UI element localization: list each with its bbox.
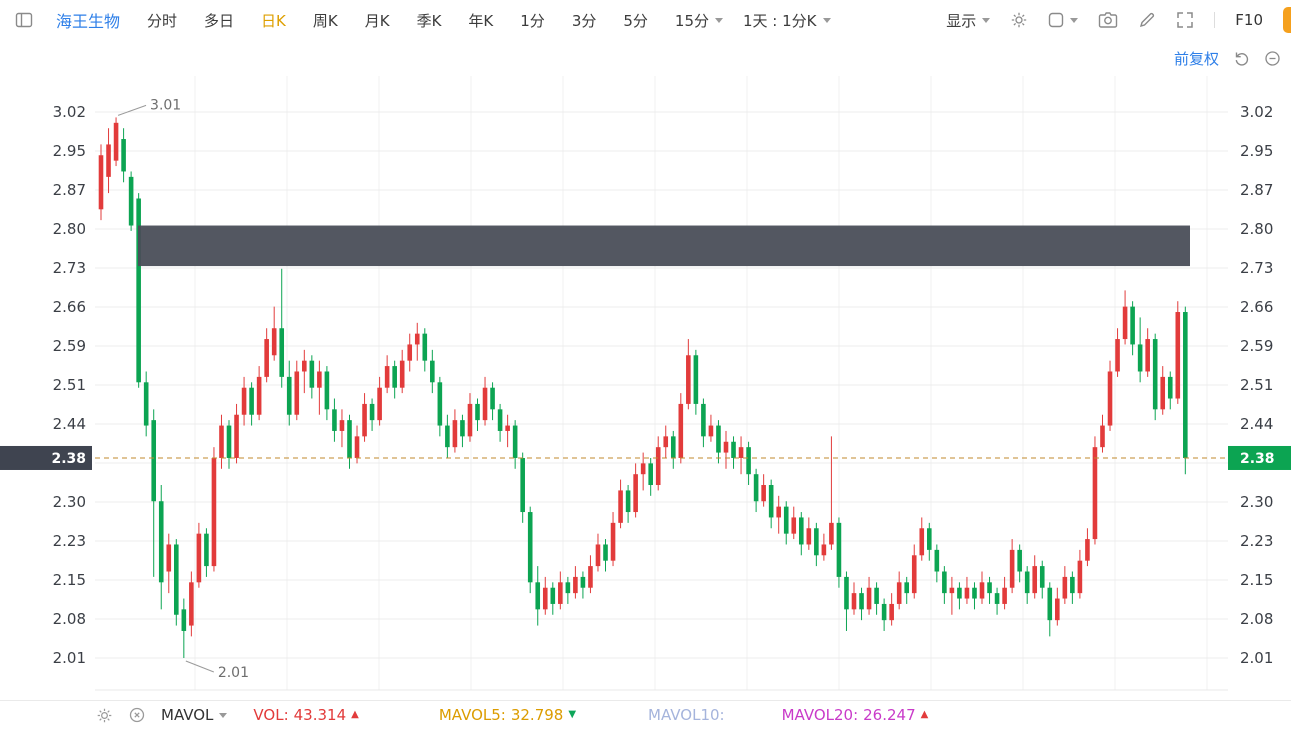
indicator-mavol5[interactable]: MAVOL5: 32.798 ▼ [439, 706, 576, 724]
chevron-down-icon[interactable] [715, 17, 723, 23]
svg-text:2.51: 2.51 [1240, 376, 1273, 394]
svg-text:2.51: 2.51 [53, 376, 86, 394]
fullscreen-expand-icon[interactable] [1176, 11, 1194, 29]
svg-text:2.66: 2.66 [53, 298, 86, 316]
interval-selector-label: 1天 : 1分K [743, 11, 817, 30]
svg-text:2.23: 2.23 [53, 532, 86, 550]
tab-yearly-k[interactable]: 年K [468, 11, 494, 30]
undo-icon[interactable] [1233, 50, 1250, 67]
indicator-settings-gear-icon[interactable] [96, 707, 113, 724]
tab-1min[interactable]: 1分 [520, 11, 545, 30]
settings-gear-icon[interactable] [1010, 11, 1028, 29]
indicator-selector[interactable]: MAVOL [161, 706, 214, 724]
down-triangle-icon: ▼ [568, 709, 577, 720]
svg-text:2.80: 2.80 [53, 220, 86, 238]
indicator-mavol20-label: MAVOL20: [781, 706, 859, 724]
indicator-mavol10-label: MAVOL10: [648, 706, 725, 724]
tab-5min[interactable]: 5分 [623, 11, 648, 30]
tab-intraday[interactable]: 分时 [147, 11, 178, 30]
svg-text:2.73: 2.73 [53, 259, 86, 277]
tab-quarterly-k[interactable]: 季K [416, 11, 442, 30]
tab-monthly-k[interactable]: 月K [364, 11, 390, 30]
svg-text:2.38: 2.38 [1240, 451, 1275, 467]
screenshot-camera-icon[interactable] [1098, 11, 1118, 29]
tab-weekly-k[interactable]: 周K [312, 11, 338, 30]
svg-text:2.66: 2.66 [1240, 298, 1273, 316]
kline-chart-area[interactable]: 3.02 3.02 2.95 2.95 2.87 2.87 2.80 2.80 2.73 2.73… [0, 40, 1291, 700]
display-selector-label: 显示 [946, 11, 977, 30]
chart-style-selector[interactable] [1048, 12, 1079, 28]
svg-text:2.38: 2.38 [51, 451, 86, 467]
chevron-down-icon [1070, 17, 1079, 23]
adjustment-controls: 前复权 [1174, 48, 1281, 69]
svg-text:2.87: 2.87 [53, 181, 86, 199]
svg-text:2.01: 2.01 [218, 665, 249, 681]
svg-text:2.59: 2.59 [1240, 337, 1273, 355]
indicator-vol-value: 43.314 [293, 706, 347, 724]
svg-text:2.73: 2.73 [1240, 259, 1273, 277]
chevron-down-icon [822, 17, 831, 23]
chevron-down-icon[interactable] [219, 712, 228, 718]
svg-text:3.02: 3.02 [53, 103, 86, 121]
svg-text:2.23: 2.23 [1240, 532, 1273, 550]
interval-selector[interactable]: 1天 : 1分K [743, 10, 831, 31]
svg-text:2.44: 2.44 [53, 415, 86, 433]
svg-text:2.08: 2.08 [53, 610, 86, 628]
svg-text:2.95: 2.95 [1240, 142, 1273, 160]
svg-text:2.30: 2.30 [1240, 493, 1273, 511]
indicator-mavol5-value: 32.798 [510, 706, 564, 724]
indicator-bar: MAVOL VOL: 43.314 ▲ MAVOL5: 32.798 ▼ MAV… [0, 700, 1291, 729]
svg-text:2.08: 2.08 [1240, 610, 1273, 628]
f10-button[interactable]: F10 [1235, 11, 1263, 29]
toolbar-right-group: 显示 F10 [946, 7, 1291, 33]
svg-text:2.87: 2.87 [1240, 181, 1273, 199]
svg-text:2.01: 2.01 [53, 649, 86, 667]
indicator-mavol20[interactable]: MAVOL20: 26.247 ▲ [782, 706, 929, 724]
indicator-mavol10[interactable]: MAVOL10: [648, 706, 730, 724]
indicator-vol[interactable]: VOL: 43.314 ▲ [253, 706, 358, 724]
svg-text:2.80: 2.80 [1240, 220, 1273, 238]
chevron-down-icon [982, 17, 991, 23]
display-selector[interactable]: 显示 [946, 10, 991, 31]
indicator-mavol5-label: MAVOL5: [438, 706, 506, 724]
tab-multiday[interactable]: 多日 [204, 11, 235, 30]
zoom-out-icon[interactable] [1264, 50, 1281, 67]
indicator-vol-label: VOL: [253, 706, 289, 724]
tab-daily-k[interactable]: 日K [261, 11, 286, 30]
svg-text:2.15: 2.15 [53, 571, 86, 589]
close-indicator-icon[interactable] [129, 707, 145, 723]
adjustment-mode-link[interactable]: 前复权 [1173, 50, 1219, 68]
up-triangle-icon: ▲ [351, 709, 359, 720]
svg-text:2.30: 2.30 [53, 493, 86, 511]
svg-text:2.44: 2.44 [1240, 415, 1273, 433]
svg-text:2.01: 2.01 [1240, 649, 1273, 667]
svg-text:2.15: 2.15 [1240, 571, 1273, 589]
svg-text:2.59: 2.59 [53, 337, 86, 355]
up-triangle-icon: ▲ [920, 709, 929, 720]
svg-text:3.01: 3.01 [150, 97, 181, 113]
svg-text:3.02: 3.02 [1240, 103, 1273, 121]
indicator-mavol20-value: 26.247 [863, 706, 916, 724]
top-toolbar: 海王生物 分时 多日 日K 周K 月K 季K 年K 1分 3分 5分 15分 1… [0, 0, 1291, 40]
toolbar-divider [1214, 12, 1216, 28]
draw-pencil-icon[interactable] [1138, 11, 1156, 29]
svg-text:2.95: 2.95 [53, 142, 86, 160]
tab-15min[interactable]: 15分 [674, 11, 709, 30]
layout-panel-icon[interactable] [14, 10, 34, 30]
tab-3min[interactable]: 3分 [571, 11, 597, 30]
candlestick-chart[interactable]: 3.02 3.02 2.95 2.95 2.87 2.87 2.80 2.80 2.73 2.73… [0, 40, 1291, 700]
edge-floating-button-partial[interactable] [1283, 7, 1291, 33]
stock-name[interactable]: 海王生物 [56, 12, 121, 31]
